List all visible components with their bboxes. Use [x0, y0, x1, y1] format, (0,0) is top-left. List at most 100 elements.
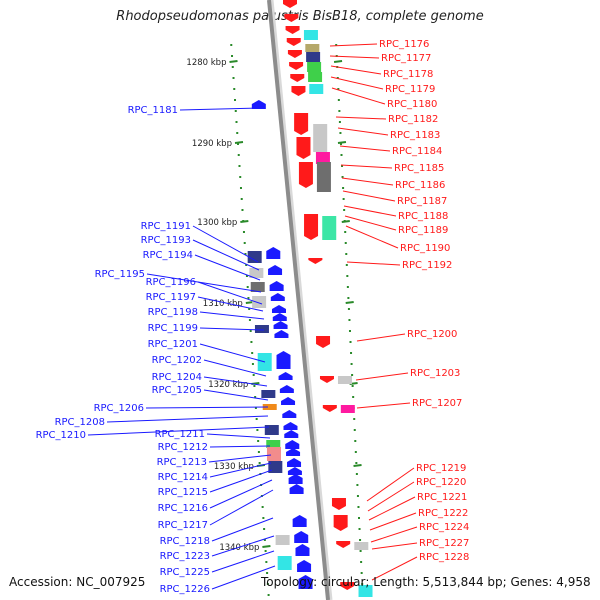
- minor-tick: [338, 110, 341, 112]
- minor-tick: [350, 352, 353, 354]
- reverse-gene-label: RPC_1176: [379, 39, 429, 50]
- forward-gene-arrow: [281, 397, 296, 405]
- forward-gene-label: RPC_1208: [55, 417, 105, 428]
- forward-leader-line: [206, 433, 271, 439]
- minor-tick: [246, 286, 249, 288]
- minor-tick: [361, 583, 364, 585]
- minor-tick: [356, 484, 359, 486]
- scale-label: 1320 kbp: [208, 380, 248, 390]
- reverse-gene-arrow: [289, 62, 304, 70]
- reverse-gene-label: RPC_1220: [416, 477, 466, 488]
- minor-tick: [354, 440, 357, 442]
- forward-leader-line: [197, 281, 263, 305]
- forward-leader-line: [203, 359, 267, 377]
- reverse-leader-line: [356, 402, 411, 409]
- forward-gene-arrow: [298, 575, 313, 589]
- cog-box: [247, 251, 262, 263]
- scale-label: 1300 kbp: [197, 218, 237, 228]
- reverse-gene-arrow: [333, 515, 348, 531]
- minor-tick: [263, 539, 266, 541]
- minor-tick: [337, 88, 340, 90]
- cog-box: [275, 535, 290, 545]
- reverse-leader-line: [335, 116, 387, 120]
- forward-leader-line: [211, 517, 274, 542]
- reverse-gene-label: RPC_1221: [417, 492, 467, 503]
- cog-box: [358, 585, 373, 597]
- cog-box: [266, 440, 281, 448]
- forward-leader-line: [192, 239, 260, 271]
- reverse-leader-line: [330, 65, 382, 75]
- reverse-gene-label: RPC_1185: [394, 163, 444, 174]
- minor-tick: [232, 77, 235, 79]
- reverse-gene-arrow: [284, 14, 299, 22]
- forward-gene-label: RPC_1197: [146, 292, 196, 303]
- forward-leader-line: [208, 454, 272, 463]
- forward-leader-line: [179, 107, 263, 111]
- minor-tick: [356, 495, 359, 497]
- forward-gene-label: RPC_1210: [36, 430, 86, 441]
- minor-tick: [253, 385, 256, 387]
- forward-gene-label: RPC_1218: [160, 536, 210, 547]
- cog-box: [316, 162, 331, 192]
- cog-box: [252, 296, 267, 308]
- forward-gene-label: RPC_1195: [95, 269, 145, 280]
- forward-leader-line: [209, 445, 271, 448]
- forward-leader-line: [211, 550, 275, 573]
- forward-gene-label: RPC_1226: [160, 584, 210, 595]
- minor-tick: [241, 209, 244, 211]
- forward-leader-line: [199, 343, 266, 363]
- forward-gene-label: RPC_1223: [160, 551, 210, 562]
- minor-tick: [353, 429, 356, 431]
- reverse-gene-label: RPC_1183: [390, 130, 440, 141]
- forward-gene-label: RPC_1216: [158, 503, 208, 514]
- minor-tick: [267, 594, 270, 596]
- forward-leader-line: [197, 296, 264, 312]
- reverse-leader-line: [344, 215, 397, 231]
- forward-leader-line: [145, 406, 269, 409]
- reverse-leader-line: [340, 164, 393, 169]
- minor-tick: [355, 473, 358, 475]
- forward-gene-label: RPC_1211: [155, 429, 205, 440]
- minor-tick: [231, 66, 234, 68]
- minor-tick: [358, 528, 361, 530]
- minor-tick: [349, 341, 352, 343]
- minor-tick: [353, 418, 356, 420]
- minor-tick: [249, 330, 252, 332]
- reverse-gene-arrow: [290, 74, 305, 82]
- forward-gene-label: RPC_1205: [152, 385, 202, 396]
- minor-tick: [347, 297, 350, 299]
- reverse-gene-label: RPC_1219: [416, 463, 466, 474]
- reverse-leader-line: [343, 205, 397, 217]
- minor-tick: [339, 132, 342, 134]
- forward-gene-arrow: [276, 351, 291, 369]
- scale-major-tick: [345, 301, 354, 304]
- forward-gene-arrow: [288, 474, 303, 484]
- forward-gene-arrow: [272, 313, 287, 321]
- minor-tick: [236, 132, 239, 134]
- reverse-leader-line: [342, 190, 396, 202]
- reverse-gene-arrow: [287, 50, 302, 58]
- reverse-gene-label: RPC_1180: [387, 99, 437, 110]
- reverse-gene-arrow: [331, 498, 346, 510]
- reverse-leader-line: [367, 481, 415, 512]
- reverse-gene-arrow: [285, 26, 300, 34]
- minor-tick: [239, 176, 242, 178]
- minor-tick: [346, 286, 349, 288]
- minor-tick: [265, 561, 268, 563]
- forward-leader-line: [199, 311, 265, 320]
- minor-tick: [255, 418, 258, 420]
- scale-major-tick: [337, 141, 347, 144]
- reverse-leader-line: [341, 177, 394, 186]
- minor-tick: [343, 209, 346, 211]
- forward-leader-line: [209, 489, 274, 526]
- cog-box: [337, 376, 352, 384]
- minor-tick: [238, 165, 241, 167]
- reverse-gene-arrow: [336, 541, 351, 548]
- minor-tick: [264, 550, 267, 552]
- forward-leader-line: [209, 462, 272, 478]
- forward-gene-label: RPC_1181: [128, 105, 178, 116]
- forward-gene-arrow: [282, 410, 297, 418]
- minor-tick: [234, 99, 237, 101]
- minor-tick: [336, 77, 339, 79]
- reverse-gene-arrow: [298, 162, 313, 188]
